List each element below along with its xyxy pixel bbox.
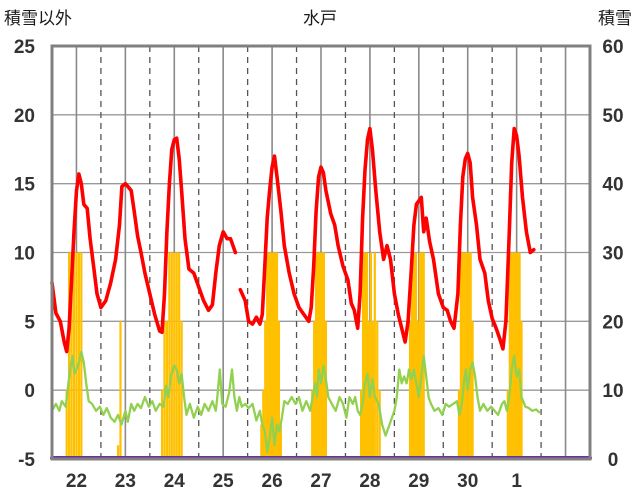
y-right-tick-label: 50 [602, 106, 623, 127]
snow-bar [322, 252, 326, 459]
snow-bar [516, 252, 519, 459]
series-line-3 [50, 350, 541, 454]
snow-bar [508, 252, 511, 459]
snow-bar [275, 252, 279, 459]
snow-bar [514, 252, 517, 459]
snow-bar [277, 321, 281, 459]
snow-bar [266, 252, 269, 459]
snow-bar [160, 390, 164, 459]
snow-bar [271, 252, 275, 459]
snow-bar [180, 321, 183, 459]
snow-bar [175, 252, 178, 459]
series-line-1 [50, 136, 238, 354]
y-right-tick-label: 40 [602, 175, 623, 196]
snow-bar [457, 390, 461, 459]
snow-bar [414, 252, 417, 459]
y-right-tick-label: 60 [602, 37, 623, 58]
snow-bar [363, 252, 367, 459]
snow-bar [65, 390, 68, 459]
snow-bar [316, 252, 320, 459]
snow-bar [518, 252, 521, 459]
snow-bar [264, 321, 267, 459]
snow-bar [273, 252, 277, 459]
snow-bar [315, 252, 318, 459]
y-left-tick-label: -5 [18, 450, 35, 471]
snow-bar [170, 252, 173, 459]
snow-bar [168, 252, 171, 459]
snow-bar [72, 252, 76, 459]
snow-bar [116, 445, 120, 459]
snow-bar [178, 252, 181, 459]
x-tick-label: 1 [511, 471, 522, 492]
snow-bar [324, 321, 327, 459]
snow-bar [412, 252, 416, 459]
snow-bars [65, 252, 523, 459]
y-left-tick-label: 0 [24, 381, 35, 402]
snow-bar [410, 252, 414, 459]
snow-bar [279, 424, 282, 459]
snow-bar [510, 252, 513, 459]
plot-frame [50, 44, 592, 461]
snow-bar [373, 252, 376, 459]
series-line-2 [238, 126, 536, 351]
snow-bar [318, 252, 322, 459]
x-tick-label: 25 [213, 471, 235, 492]
snow-bar [471, 321, 474, 459]
x-tick-label: 30 [457, 471, 478, 492]
y-left-tick-label: 20 [14, 106, 35, 127]
snow-bar [270, 252, 273, 459]
x-tick-label: 24 [164, 471, 186, 492]
snow-bar [463, 252, 466, 459]
snow-bar [465, 252, 468, 459]
left-axis-label: 積雪以外 [4, 9, 72, 29]
x-tick-label: 23 [115, 471, 136, 492]
snow-bar [260, 424, 263, 459]
snow-bar [75, 252, 78, 459]
chart-title: 水戸 [303, 9, 337, 29]
right-axis-label: 積雪 [598, 9, 632, 29]
x-tick-label: 22 [66, 471, 87, 492]
y-left-tick-label: 15 [14, 175, 36, 196]
snow-bar [420, 252, 423, 459]
x-tick-label: 28 [359, 471, 380, 492]
snow-bar [311, 390, 314, 459]
snow-bar [506, 390, 509, 459]
snow-bar [365, 252, 369, 459]
snow-bar [77, 252, 81, 459]
snow-bar [173, 252, 176, 459]
y-right-tick-label: 30 [602, 244, 623, 265]
y-left-tick-label: 10 [14, 244, 35, 265]
snow-bar [119, 321, 122, 459]
y-right-tick-label: 10 [602, 381, 623, 402]
snow-bar [461, 252, 464, 459]
x-tick-label: 26 [262, 471, 283, 492]
snow-bar [268, 252, 271, 459]
snow-bar [459, 252, 462, 459]
snow-bar [469, 252, 472, 459]
snow-bar [418, 252, 421, 459]
snow-bar [369, 252, 372, 459]
snow-bar [408, 321, 412, 459]
snow-bar [68, 252, 71, 459]
snow-bar [376, 321, 379, 459]
y-right-tick-label: 0 [608, 450, 619, 471]
x-tick-label: 29 [408, 471, 429, 492]
snow-bar [360, 390, 363, 459]
snow-bar [361, 252, 365, 459]
y-right-tick-label: 20 [602, 312, 623, 333]
snow-bar [467, 252, 470, 459]
x-tick-label: 27 [310, 471, 331, 492]
y-left-tick-label: 25 [14, 37, 36, 58]
snow-bar [378, 390, 381, 459]
snow-bar [320, 252, 324, 459]
y-left-tick-label: 5 [24, 312, 35, 333]
